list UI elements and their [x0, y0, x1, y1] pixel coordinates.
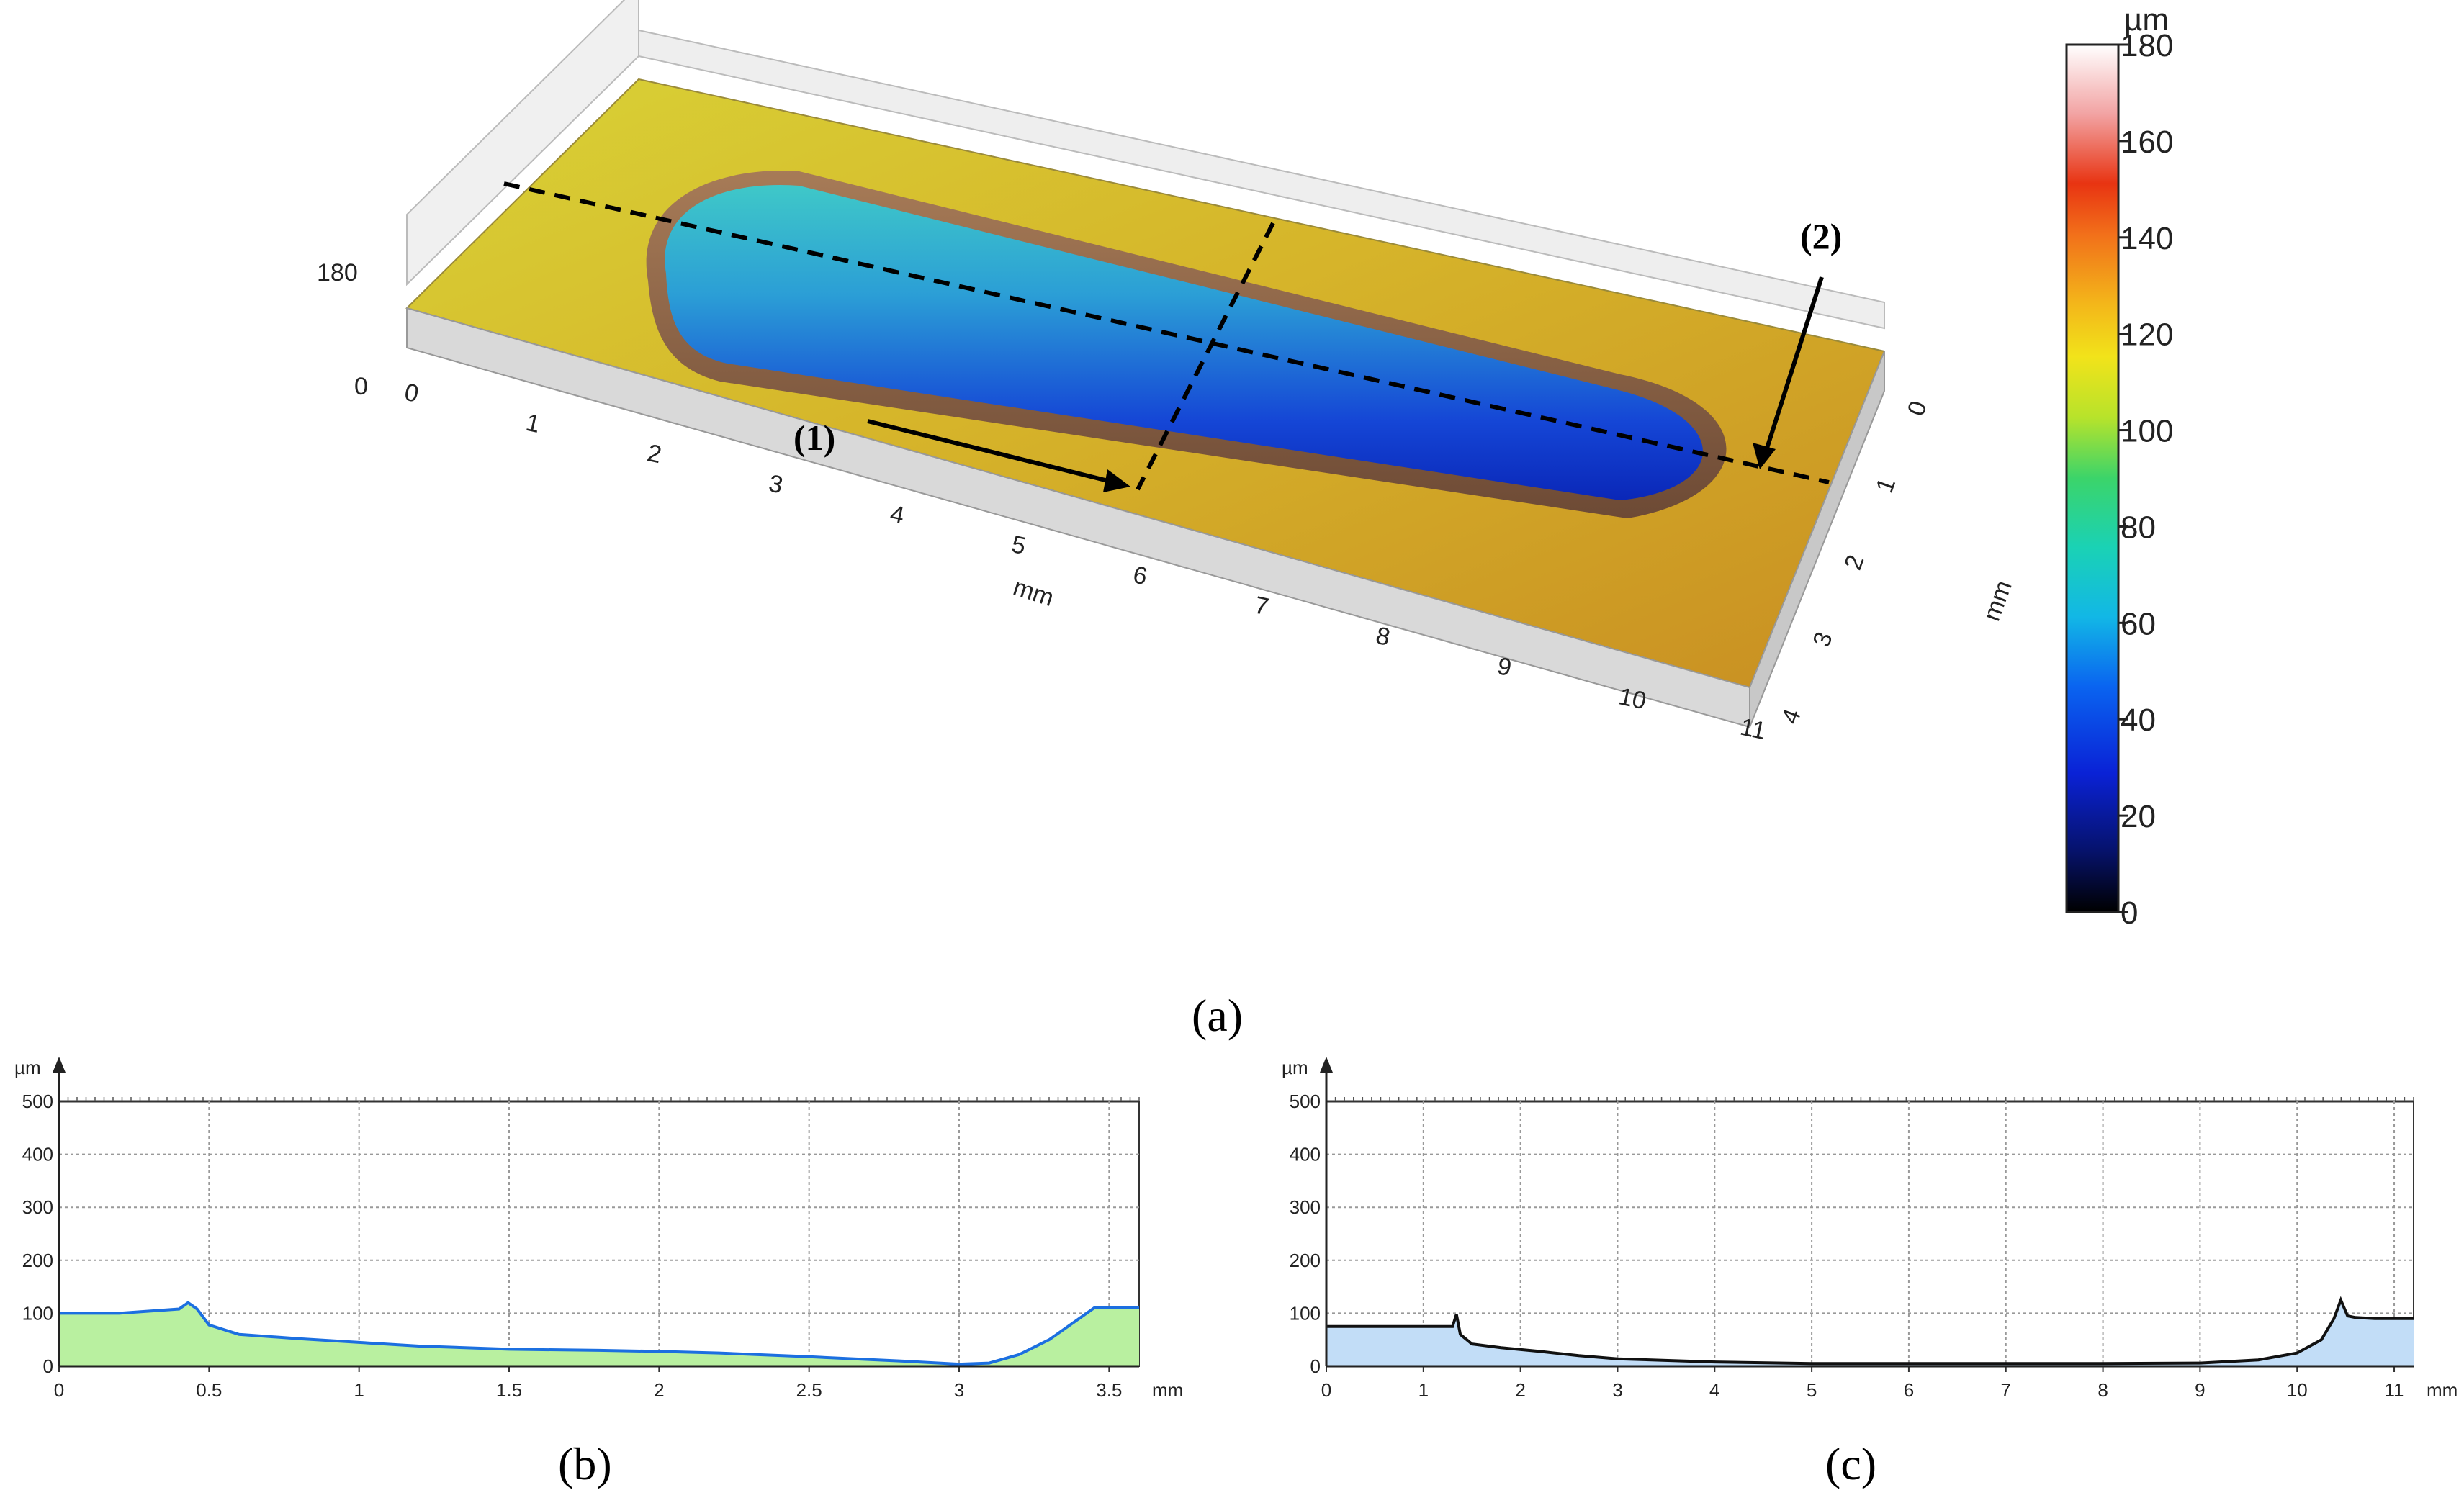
x-tick-label: 4 — [888, 500, 907, 530]
y-axis-label: µm — [14, 1057, 41, 1078]
y-tick-label: 100 — [1290, 1302, 1321, 1324]
plot-area — [58, 1101, 1140, 1367]
box-left-wall — [406, 0, 639, 286]
x-tick-label: 3 — [954, 1379, 964, 1401]
x-tick-label: 6 — [1130, 561, 1149, 590]
plot-area — [1326, 1101, 2414, 1367]
arrow-1 — [867, 419, 1120, 486]
caption-c: (c) — [1825, 1438, 1876, 1489]
annotation-1: (1) — [793, 418, 835, 458]
x-tick-label: 2 — [654, 1379, 664, 1401]
profile-area — [59, 1302, 1139, 1366]
arrow-2-head — [1753, 443, 1776, 469]
profile-line — [59, 1301, 1139, 1366]
colorbar-tick-label: 180 — [2121, 28, 2173, 63]
colorbar-tick-label: 0 — [2121, 895, 2138, 931]
colorbar-unit: µm — [2124, 2, 2169, 37]
caption-b: (b) — [558, 1438, 612, 1489]
y-tick-label: 400 — [22, 1144, 53, 1165]
profile-area — [1326, 1300, 2414, 1366]
colorbar-tick-label: 100 — [2121, 414, 2173, 449]
y-tick-label: 1 — [1871, 474, 1901, 497]
y-tick-label: 2 — [1839, 551, 1869, 574]
y-tick-label: 0 — [1902, 397, 1933, 420]
x-tick-label: 5 — [1807, 1379, 1817, 1401]
y-tick-label: 500 — [22, 1091, 53, 1112]
y-tick-label: 0 — [43, 1355, 53, 1377]
x-tick-label: 0.5 — [196, 1379, 222, 1401]
arrow-1-head — [1103, 469, 1130, 492]
y-tick-label: 4 — [1776, 705, 1807, 728]
colorbar-tick-label: 20 — [2121, 799, 2156, 834]
x-tick-label: 1 — [354, 1379, 364, 1401]
x-tick-label: 0 — [1321, 1379, 1331, 1401]
colorbar: µm 0 20 40 60 80 100 120 140 160 180 — [2065, 2, 2173, 931]
colorbar-tick-label: 60 — [2121, 606, 2156, 641]
colorbar-tick-label: 40 — [2121, 703, 2156, 738]
profile-line-cross — [1136, 222, 1275, 491]
x-tick-label: 7 — [1252, 592, 1271, 621]
x-tick-label: 2.5 — [796, 1379, 822, 1401]
z-tick-0: 0 — [354, 373, 368, 400]
panel-a-3d-plot: (1) (2) 180 0 0 1 2 3 4 5 6 7 8 9 10 11 0 1 2 3 4 mm mm — [317, 0, 2018, 745]
z-tick-180: 180 — [317, 259, 358, 286]
x-tick-label: 10 — [1617, 682, 1649, 715]
panel-b-profile: 0 100 200 300 400 500 0 0.5 1 1.5 2 2.5 3 3.5 mm µm — [14, 1057, 1183, 1401]
y-axis-label: µm — [1282, 1057, 1308, 1078]
x-tick-label: 11 — [1737, 713, 1768, 746]
panel-c-profile: 0 100 200 300 400 500 0 1 2 3 4 5 6 7 8 9 10 11 mm µm — [1282, 1057, 2458, 1401]
y-tick-label: 200 — [1290, 1250, 1321, 1271]
colorbar-ticks: 0 20 40 60 80 100 120 140 160 180 — [2118, 28, 2173, 931]
x-tick-label: 10 — [2287, 1379, 2308, 1401]
y-tick-label: 200 — [22, 1250, 53, 1271]
box-back-plane — [638, 29, 1885, 330]
x-tick-label: 1 — [1418, 1379, 1429, 1401]
y-tick-label: 3 — [1808, 628, 1838, 651]
x-axis-unit: mm — [1010, 573, 1058, 612]
x-tick-label: 9 — [1495, 652, 1514, 682]
x-tick-label: 2 — [645, 439, 664, 469]
x-tick-label: 1.5 — [496, 1379, 522, 1401]
profile-line-long — [503, 181, 1830, 484]
y-tick-label: 400 — [1290, 1144, 1321, 1165]
x-tick-label: 1 — [523, 409, 542, 438]
x-tick-label: 11 — [2385, 1379, 2404, 1401]
profile-line — [1326, 1296, 2414, 1366]
x-tick-label: 5 — [1010, 531, 1028, 560]
x-tick-label: 8 — [1373, 622, 1392, 651]
x-tick-label: 3.5 — [1096, 1379, 1122, 1401]
colorbar-tick-label: 140 — [2121, 221, 2173, 256]
x-tick-label: 8 — [2097, 1379, 2108, 1401]
arrow-2 — [1762, 276, 1824, 458]
x-tick-label: 0 — [54, 1379, 64, 1401]
wear-scar — [665, 185, 1703, 500]
x-tick-label: 2 — [1515, 1379, 1525, 1401]
box-right-face — [1749, 351, 1885, 728]
x-tick-label: 3 — [1612, 1379, 1622, 1401]
x-axis-unit: mm — [1152, 1379, 1183, 1401]
x-axis-unit: mm — [2427, 1379, 2458, 1401]
y-tick-label: 500 — [1290, 1091, 1321, 1112]
colorbar-gradient — [2065, 43, 2120, 913]
caption-a: (a) — [1192, 990, 1243, 1041]
y-axis-arrow — [1320, 1057, 1333, 1073]
x-tick-label: 6 — [1904, 1379, 1914, 1401]
y-axis-arrow — [53, 1057, 66, 1073]
colorbar-tick-label: 120 — [2121, 317, 2173, 353]
x-tick-label: 0 — [402, 379, 421, 408]
y-tick-label: 300 — [1290, 1196, 1321, 1218]
annotation-2: (2) — [1800, 216, 1842, 256]
y-tick-label: 300 — [22, 1196, 53, 1218]
x-tick-label: 9 — [2195, 1379, 2205, 1401]
colorbar-tick-label: 160 — [2121, 125, 2173, 160]
x-tick-label: 3 — [766, 469, 785, 499]
x-tick-label: 7 — [2001, 1379, 2011, 1401]
y-tick-label: 0 — [1310, 1355, 1321, 1377]
x-tick-label: 4 — [1709, 1379, 1719, 1401]
y-axis-unit: mm — [1978, 577, 2018, 624]
y-tick-label: 100 — [22, 1302, 53, 1324]
colorbar-tick-label: 80 — [2121, 510, 2156, 545]
